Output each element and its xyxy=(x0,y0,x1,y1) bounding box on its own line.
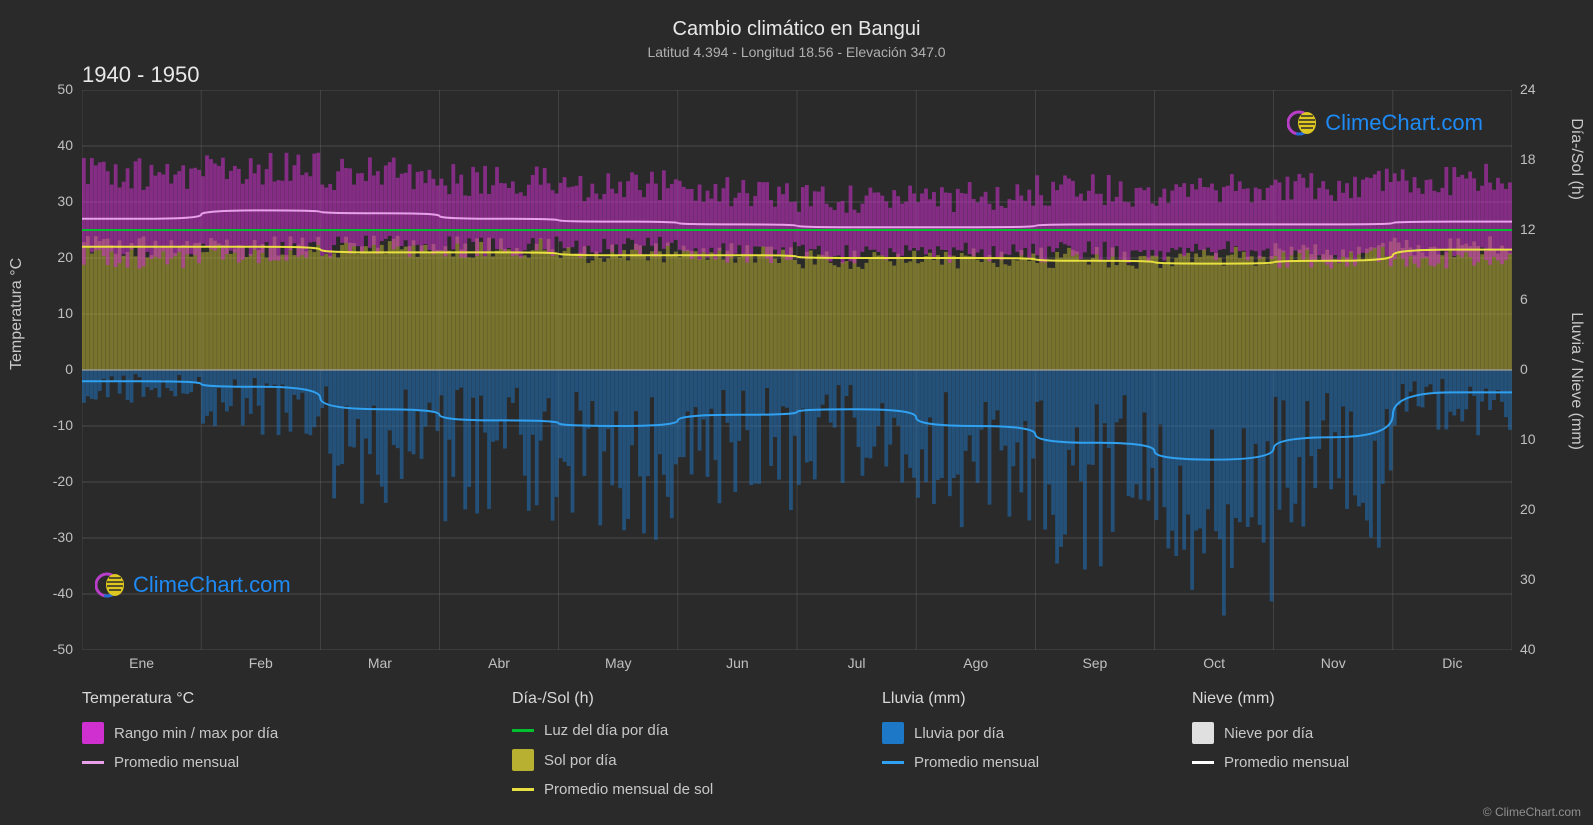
plot-area xyxy=(82,90,1512,650)
y-tick-left: 0 xyxy=(13,361,73,377)
legend-item: Rango min / max por día xyxy=(82,722,512,744)
y-tick-right-bottom: 10 xyxy=(1520,431,1580,447)
y-tick-right-top: 18 xyxy=(1520,151,1580,167)
legend-item: Promedio mensual xyxy=(882,754,1192,771)
y-tick-right-bottom: 30 xyxy=(1520,571,1580,587)
swatch-line-icon xyxy=(82,761,104,764)
legend-label: Promedio mensual de sol xyxy=(544,781,713,798)
watermark-text: ClimeChart.com xyxy=(1325,110,1483,136)
legend-label: Lluvia por día xyxy=(914,725,1004,742)
legend-header: Día-/Sol (h) xyxy=(512,690,882,708)
legend-col-rain: Lluvia (mm) Lluvia por día Promedio mensu… xyxy=(882,690,1192,798)
climate-chart: Cambio climático en Bangui Latitud 4.394… xyxy=(0,0,1593,825)
x-tick-month: Sep xyxy=(1070,655,1120,671)
y-tick-left: -20 xyxy=(13,473,73,489)
legend-item: Sol por día xyxy=(512,749,882,771)
y-tick-left: 50 xyxy=(13,81,73,97)
y-tick-right-bottom: 40 xyxy=(1520,641,1580,657)
swatch-box-icon xyxy=(82,722,104,744)
watermark-top: ClimeChart.com xyxy=(1287,108,1483,138)
watermark-text: ClimeChart.com xyxy=(133,572,291,598)
climechart-logo-icon xyxy=(95,570,125,600)
swatch-box-icon xyxy=(882,722,904,744)
legend-col-daysun: Día-/Sol (h) Luz del día por día Sol por … xyxy=(512,690,882,798)
swatch-box-icon xyxy=(1192,722,1214,744)
x-tick-month: Jun xyxy=(712,655,762,671)
legend-item: Nieve por día xyxy=(1192,722,1492,744)
x-tick-month: Nov xyxy=(1308,655,1358,671)
chart-subtitle: Latitud 4.394 - Longitud 18.56 - Elevaci… xyxy=(0,44,1593,60)
y-tick-right-top: 6 xyxy=(1520,291,1580,307)
y-tick-left: -40 xyxy=(13,585,73,601)
y-tick-right-top: 0 xyxy=(1520,361,1580,377)
legend-label: Promedio mensual xyxy=(914,754,1039,771)
y-tick-left: 40 xyxy=(13,137,73,153)
y-tick-left: -10 xyxy=(13,417,73,433)
legend-label: Luz del día por día xyxy=(544,722,668,739)
y-tick-left: 10 xyxy=(13,305,73,321)
legend-label: Sol por día xyxy=(544,752,617,769)
x-tick-month: Ene xyxy=(117,655,167,671)
legend-label: Nieve por día xyxy=(1224,725,1313,742)
swatch-box-icon xyxy=(512,749,534,771)
y-tick-left: -30 xyxy=(13,529,73,545)
swatch-line-icon xyxy=(512,729,534,732)
legend-item: Luz del día por día xyxy=(512,722,882,739)
y-tick-right-top: 24 xyxy=(1520,81,1580,97)
legend-col-snow: Nieve (mm) Nieve por día Promedio mensual xyxy=(1192,690,1492,798)
period-label: 1940 - 1950 xyxy=(82,62,199,88)
x-tick-month: Jul xyxy=(832,655,882,671)
x-tick-month: Dic xyxy=(1427,655,1477,671)
legend-item: Lluvia por día xyxy=(882,722,1192,744)
x-tick-month: Feb xyxy=(236,655,286,671)
swatch-line-icon xyxy=(512,788,534,791)
x-tick-month: Ago xyxy=(951,655,1001,671)
watermark-bottom: ClimeChart.com xyxy=(95,570,291,600)
x-tick-month: Oct xyxy=(1189,655,1239,671)
x-tick-month: Abr xyxy=(474,655,524,671)
chart-title: Cambio climático en Bangui xyxy=(0,18,1593,41)
legend-col-temperature: Temperatura °C Rango min / max por día Pr… xyxy=(82,690,512,798)
y-axis-right-bottom-label: Lluvia / Nieve (mm) xyxy=(1567,312,1585,450)
legend-item: Promedio mensual de sol xyxy=(512,781,882,798)
legend: Temperatura °C Rango min / max por día Pr… xyxy=(82,690,1512,798)
legend-item: Promedio mensual xyxy=(1192,754,1492,771)
swatch-line-icon xyxy=(882,761,904,764)
x-tick-month: Mar xyxy=(355,655,405,671)
legend-header: Lluvia (mm) xyxy=(882,690,1192,708)
climechart-logo-icon xyxy=(1287,108,1317,138)
y-tick-right-bottom: 20 xyxy=(1520,501,1580,517)
swatch-line-icon xyxy=(1192,761,1214,764)
legend-label: Rango min / max por día xyxy=(114,725,278,742)
legend-header: Nieve (mm) xyxy=(1192,690,1492,708)
y-tick-left: 30 xyxy=(13,193,73,209)
legend-header: Temperatura °C xyxy=(82,690,512,708)
copyright: © ClimeChart.com xyxy=(1483,805,1581,819)
legend-item: Promedio mensual xyxy=(82,754,512,771)
y-tick-right-top: 12 xyxy=(1520,221,1580,237)
x-tick-month: May xyxy=(593,655,643,671)
legend-label: Promedio mensual xyxy=(1224,754,1349,771)
y-tick-left: -50 xyxy=(13,641,73,657)
legend-label: Promedio mensual xyxy=(114,754,239,771)
y-tick-left: 20 xyxy=(13,249,73,265)
